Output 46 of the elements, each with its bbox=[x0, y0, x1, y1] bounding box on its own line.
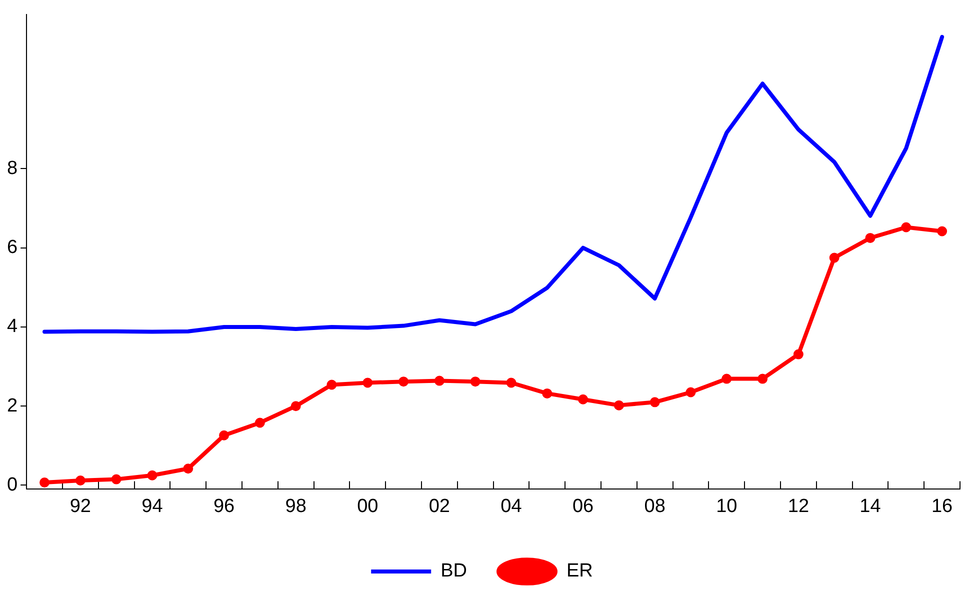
y-tick-label: 4 bbox=[6, 316, 18, 338]
point bbox=[362, 378, 373, 388]
x-tick-label: 04 bbox=[500, 496, 522, 517]
legend-label: BD bbox=[440, 560, 468, 582]
y-tick-label: 0 bbox=[6, 474, 18, 496]
x-tick-label: 06 bbox=[572, 496, 594, 517]
x-tick-label: 98 bbox=[285, 496, 306, 517]
y-tick-label: 2 bbox=[6, 395, 18, 416]
x-tick-label: 08 bbox=[644, 496, 666, 517]
point bbox=[686, 387, 696, 398]
y-tick-label: 8 bbox=[6, 158, 18, 179]
point bbox=[40, 477, 50, 488]
legend-label: ER bbox=[566, 560, 593, 582]
point bbox=[793, 349, 804, 360]
point bbox=[758, 374, 768, 384]
y-tick-label: 6 bbox=[6, 237, 18, 258]
point bbox=[434, 376, 444, 386]
point bbox=[901, 222, 912, 232]
point bbox=[147, 470, 158, 480]
point bbox=[614, 400, 624, 410]
point bbox=[578, 394, 588, 404]
point bbox=[254, 418, 265, 428]
point bbox=[506, 378, 516, 388]
x-tick-label: 94 bbox=[142, 496, 164, 517]
point bbox=[326, 380, 337, 390]
point bbox=[183, 464, 194, 474]
point bbox=[75, 475, 86, 486]
x-tick-label: 16 bbox=[931, 496, 953, 517]
x-tick-label: 02 bbox=[428, 496, 450, 517]
point bbox=[290, 401, 301, 412]
point bbox=[470, 376, 480, 387]
point bbox=[111, 474, 122, 484]
x-tick-label: 14 bbox=[860, 496, 882, 517]
point bbox=[542, 388, 552, 398]
point bbox=[650, 397, 660, 408]
point bbox=[937, 226, 948, 236]
x-tick-label: 92 bbox=[70, 496, 91, 517]
x-tick-label: 12 bbox=[788, 496, 810, 517]
point bbox=[219, 430, 230, 440]
x-tick-label: 00 bbox=[357, 496, 378, 517]
x-tick-label: 10 bbox=[716, 496, 738, 517]
point bbox=[865, 232, 876, 243]
point bbox=[829, 252, 840, 263]
point bbox=[722, 374, 732, 384]
x-tick-label: 96 bbox=[213, 496, 235, 517]
point bbox=[398, 376, 409, 387]
